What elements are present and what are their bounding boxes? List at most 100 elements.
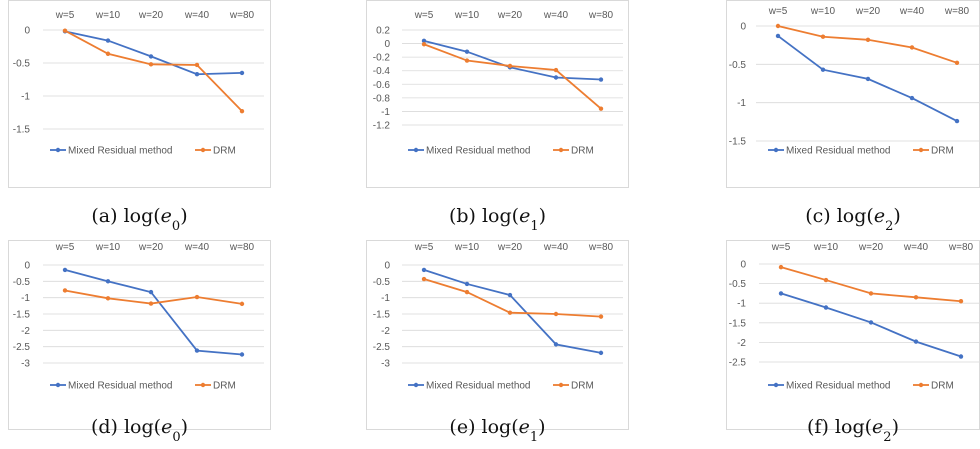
data-point: [465, 282, 469, 286]
x-tick-label: w=10: [810, 6, 836, 17]
data-point: [866, 38, 870, 42]
data-point: [63, 268, 67, 272]
y-tick-label: -2.5: [729, 358, 747, 369]
data-point: [195, 295, 199, 299]
panel-caption: (c) log(e2): [805, 205, 901, 234]
y-tick-label: -1.2: [373, 121, 391, 132]
legend-marker: [414, 148, 418, 152]
caption-var: e: [161, 416, 172, 438]
data-point: [599, 351, 603, 355]
caption-open: (: [866, 205, 873, 227]
caption-close: ): [538, 416, 545, 438]
x-tick-label: w=5: [414, 10, 434, 21]
y-tick-label: -0.8: [373, 93, 391, 104]
legend-label-mixed-residual: Mixed Residual method: [68, 381, 173, 392]
data-point: [508, 64, 512, 68]
data-point: [106, 38, 110, 42]
data-point: [599, 77, 603, 81]
legend-marker: [774, 383, 778, 387]
y-tick-label: 0: [24, 26, 30, 37]
caption-var: e: [872, 416, 883, 438]
caption-var: e: [519, 205, 530, 227]
chart-frame: [9, 1, 271, 188]
x-tick-label: w=80: [948, 242, 974, 253]
x-tick-label: w=80: [588, 242, 614, 253]
legend-marker: [56, 148, 60, 152]
y-tick-label: 0: [384, 39, 390, 50]
data-point: [508, 293, 512, 297]
x-tick-label: w=40: [543, 242, 569, 253]
data-point: [776, 34, 780, 38]
caption-func: log: [835, 416, 865, 438]
y-tick-label: -2: [21, 326, 30, 337]
data-point: [779, 291, 783, 295]
legend-marker: [414, 383, 418, 387]
x-tick-label: w=5: [768, 6, 788, 17]
data-point: [866, 77, 870, 81]
x-tick-label: w=10: [454, 10, 480, 21]
caption-sub: 2: [883, 430, 891, 445]
panel-caption: (a) log(e0): [91, 205, 187, 234]
data-point: [776, 24, 780, 28]
legend-marker: [774, 148, 778, 152]
x-tick-label: w=20: [497, 242, 523, 253]
y-tick-label: -1.5: [729, 137, 747, 148]
legend-label-drm: DRM: [931, 381, 954, 392]
data-point: [955, 61, 959, 65]
x-tick-label: w=20: [858, 242, 884, 253]
y-tick-label: -0.5: [13, 59, 31, 70]
caption-close: ): [180, 205, 187, 227]
data-point: [779, 265, 783, 269]
legend-label-mixed-residual: Mixed Residual method: [426, 381, 531, 392]
legend-label-drm: DRM: [931, 146, 954, 157]
data-point: [240, 352, 244, 356]
caption-func: log: [124, 205, 154, 227]
x-tick-label: w=10: [454, 242, 480, 253]
x-tick-label: w=20: [138, 10, 164, 21]
data-point: [195, 348, 199, 352]
x-tick-label: w=40: [184, 10, 210, 21]
data-point: [824, 278, 828, 282]
x-tick-label: w=80: [588, 10, 614, 21]
y-tick-label: -0.5: [729, 60, 747, 71]
legend-label-drm: DRM: [213, 146, 236, 157]
data-point: [240, 109, 244, 113]
data-point: [422, 268, 426, 272]
y-tick-label: -3: [381, 359, 390, 370]
y-tick-label: -0.5: [373, 277, 391, 288]
data-point: [195, 63, 199, 67]
y-tick-label: 0: [384, 261, 390, 272]
x-tick-label: w=20: [138, 242, 164, 253]
caption-sub: 1: [530, 430, 538, 445]
legend-marker: [201, 148, 205, 152]
x-tick-label: w=20: [497, 10, 523, 21]
x-tick-label: w=10: [95, 10, 121, 21]
caption-label: (e): [449, 416, 475, 438]
data-point: [465, 290, 469, 294]
y-tick-label: -2: [381, 326, 390, 337]
data-point: [914, 295, 918, 299]
caption-label: (c): [805, 205, 830, 227]
y-tick-label: -3: [21, 359, 30, 370]
caption-func: log: [482, 416, 512, 438]
caption-close: ): [539, 205, 546, 227]
x-tick-label: w=80: [944, 6, 970, 17]
y-tick-label: -2: [737, 338, 746, 349]
y-tick-label: -1.5: [13, 125, 31, 136]
caption-open: (: [153, 205, 160, 227]
data-point: [149, 62, 153, 66]
data-point: [959, 354, 963, 358]
data-point: [240, 302, 244, 306]
y-tick-label: -0.5: [729, 279, 747, 290]
data-point: [63, 28, 67, 32]
y-tick-label: -1: [737, 299, 746, 310]
x-tick-label: w=5: [771, 242, 791, 253]
y-tick-label: -1: [21, 293, 30, 304]
data-point: [422, 277, 426, 281]
data-point: [599, 314, 603, 318]
y-tick-label: -0.2: [373, 53, 391, 64]
caption-var: e: [519, 416, 530, 438]
